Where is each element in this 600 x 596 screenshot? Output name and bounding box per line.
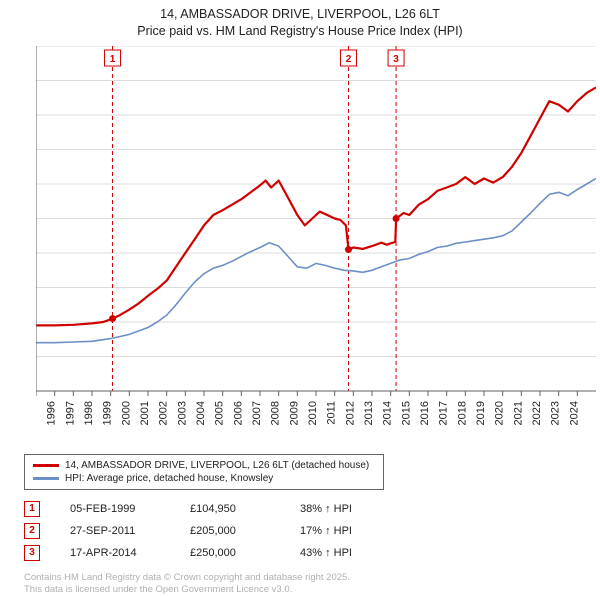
x-tick-label: 1996 bbox=[46, 401, 58, 425]
event-row: 2 27-SEP-2011 £205,000 17% ↑ HPI bbox=[24, 520, 600, 542]
attribution: Contains HM Land Registry data © Crown c… bbox=[24, 572, 574, 596]
x-tick-label: 2013 bbox=[363, 401, 375, 425]
legend-label: 14, AMBASSADOR DRIVE, LIVERPOOL, L26 6LT… bbox=[65, 460, 369, 471]
x-tick-label: 2012 bbox=[344, 401, 356, 425]
events-table: 1 05-FEB-1999 £104,950 38% ↑ HPI 2 27-SEP-201… bbox=[24, 498, 600, 564]
legend-row: HPI: Average price, detached house, Know… bbox=[33, 472, 375, 485]
x-tick-label: 2022 bbox=[531, 401, 543, 425]
line-chart-svg: £0£50K£100K£150K£200K£250K£300K£350K£400… bbox=[36, 46, 596, 446]
title-line-1: 14, AMBASSADOR DRIVE, LIVERPOOL, L26 6LT bbox=[160, 7, 440, 21]
x-tick-label: 2003 bbox=[176, 401, 188, 425]
attribution-line-1: Contains HM Land Registry data © Crown c… bbox=[24, 572, 350, 583]
x-tick-label: 1999 bbox=[102, 401, 114, 425]
chart-title: 14, AMBASSADOR DRIVE, LIVERPOOL, L26 6LT… bbox=[0, 0, 600, 40]
attribution-line-2: This data is licensed under the Open Gov… bbox=[24, 584, 292, 595]
sale-point-dot bbox=[393, 215, 400, 222]
event-delta: 38% ↑ HPI bbox=[300, 503, 352, 515]
x-tick-label: 2015 bbox=[400, 401, 412, 425]
x-tick-label: 1997 bbox=[64, 401, 76, 425]
event-marker-icon: 1 bbox=[24, 501, 40, 517]
event-delta: 43% ↑ HPI bbox=[300, 547, 352, 559]
x-tick-label: 2023 bbox=[550, 401, 562, 425]
x-tick-label: 2001 bbox=[139, 401, 151, 425]
x-tick-label: 2006 bbox=[232, 401, 244, 425]
legend-swatch bbox=[33, 477, 59, 480]
series-hpi bbox=[36, 178, 596, 342]
event-marker-number: 1 bbox=[110, 54, 116, 65]
x-tick-label: 2008 bbox=[270, 401, 282, 425]
event-marker-icon: 2 bbox=[24, 523, 40, 539]
sale-point-dot bbox=[345, 246, 352, 253]
series-price-paid bbox=[36, 87, 596, 325]
legend-box: 14, AMBASSADOR DRIVE, LIVERPOOL, L26 6LT… bbox=[24, 454, 384, 490]
event-marker-number: 3 bbox=[393, 54, 399, 65]
title-line-2: Price paid vs. HM Land Registry's House … bbox=[137, 24, 462, 38]
sale-point-dot bbox=[109, 315, 116, 322]
x-tick-label: 2018 bbox=[456, 401, 468, 425]
x-tick-label: 2010 bbox=[307, 401, 319, 425]
event-date: 17-APR-2014 bbox=[70, 547, 160, 559]
event-price: £250,000 bbox=[190, 547, 270, 559]
x-tick-label: 2011 bbox=[326, 401, 338, 425]
x-tick-label: 2007 bbox=[251, 401, 263, 425]
x-tick-label: 2017 bbox=[438, 401, 450, 425]
event-row: 3 17-APR-2014 £250,000 43% ↑ HPI bbox=[24, 542, 600, 564]
x-tick-label: 1998 bbox=[83, 401, 95, 425]
event-date: 27-SEP-2011 bbox=[70, 525, 160, 537]
event-row: 1 05-FEB-1999 £104,950 38% ↑ HPI bbox=[24, 498, 600, 520]
x-tick-label: 1995 bbox=[36, 401, 39, 425]
page-container: 14, AMBASSADOR DRIVE, LIVERPOOL, L26 6LT… bbox=[0, 0, 600, 590]
x-tick-label: 2024 bbox=[568, 401, 580, 425]
x-tick-label: 2014 bbox=[382, 401, 394, 425]
x-tick-label: 2016 bbox=[419, 401, 431, 425]
event-date: 05-FEB-1999 bbox=[70, 503, 160, 515]
chart-area: £0£50K£100K£150K£200K£250K£300K£350K£400… bbox=[36, 46, 596, 446]
x-tick-label: 2000 bbox=[120, 401, 132, 425]
event-price: £104,950 bbox=[190, 503, 270, 515]
x-tick-label: 2002 bbox=[158, 401, 170, 425]
legend-label: HPI: Average price, detached house, Know… bbox=[65, 473, 273, 484]
event-marker-icon: 3 bbox=[24, 545, 40, 561]
x-tick-label: 2009 bbox=[288, 401, 300, 425]
x-tick-label: 2005 bbox=[214, 401, 226, 425]
x-tick-label: 2019 bbox=[475, 401, 487, 425]
event-delta: 17% ↑ HPI bbox=[300, 525, 352, 537]
event-marker-number: 2 bbox=[346, 54, 352, 65]
x-tick-label: 2020 bbox=[494, 401, 506, 425]
legend-swatch bbox=[33, 464, 59, 467]
x-tick-label: 2021 bbox=[512, 401, 524, 425]
x-tick-label: 2004 bbox=[195, 401, 207, 425]
event-price: £205,000 bbox=[190, 525, 270, 537]
legend-row: 14, AMBASSADOR DRIVE, LIVERPOOL, L26 6LT… bbox=[33, 459, 375, 472]
